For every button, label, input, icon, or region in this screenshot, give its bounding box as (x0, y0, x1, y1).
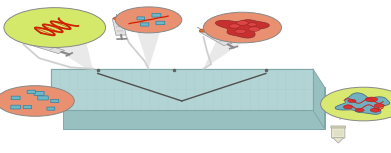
Polygon shape (61, 104, 74, 113)
Polygon shape (335, 93, 390, 114)
Circle shape (18, 38, 25, 41)
Circle shape (370, 108, 380, 112)
Circle shape (113, 17, 121, 20)
Polygon shape (63, 87, 325, 129)
FancyBboxPatch shape (140, 23, 149, 26)
Circle shape (0, 86, 74, 116)
Circle shape (203, 12, 282, 43)
FancyBboxPatch shape (11, 105, 20, 109)
Circle shape (229, 24, 240, 28)
Polygon shape (112, 18, 126, 35)
Polygon shape (51, 69, 313, 110)
FancyBboxPatch shape (51, 99, 59, 103)
FancyBboxPatch shape (331, 126, 346, 128)
Polygon shape (333, 138, 344, 143)
Polygon shape (53, 43, 94, 73)
Circle shape (248, 23, 256, 26)
Circle shape (4, 8, 106, 47)
Polygon shape (137, 32, 160, 69)
Circle shape (374, 104, 384, 108)
Polygon shape (199, 30, 232, 46)
Circle shape (199, 29, 207, 32)
FancyBboxPatch shape (47, 107, 55, 110)
FancyBboxPatch shape (332, 127, 345, 138)
FancyBboxPatch shape (11, 96, 20, 100)
Circle shape (115, 7, 182, 33)
Circle shape (348, 99, 356, 103)
Circle shape (248, 27, 260, 31)
FancyBboxPatch shape (34, 91, 44, 95)
Polygon shape (317, 101, 326, 112)
Circle shape (237, 21, 248, 25)
Polygon shape (203, 39, 242, 69)
FancyBboxPatch shape (137, 17, 145, 20)
Circle shape (235, 29, 246, 34)
FancyBboxPatch shape (152, 14, 161, 17)
FancyBboxPatch shape (23, 105, 32, 109)
FancyBboxPatch shape (38, 96, 48, 100)
FancyBboxPatch shape (156, 21, 165, 25)
FancyBboxPatch shape (27, 90, 36, 93)
Polygon shape (313, 69, 325, 129)
Circle shape (343, 105, 353, 109)
Polygon shape (215, 20, 269, 38)
Polygon shape (18, 38, 65, 54)
Circle shape (355, 108, 364, 112)
Circle shape (365, 97, 378, 102)
Circle shape (321, 87, 391, 121)
